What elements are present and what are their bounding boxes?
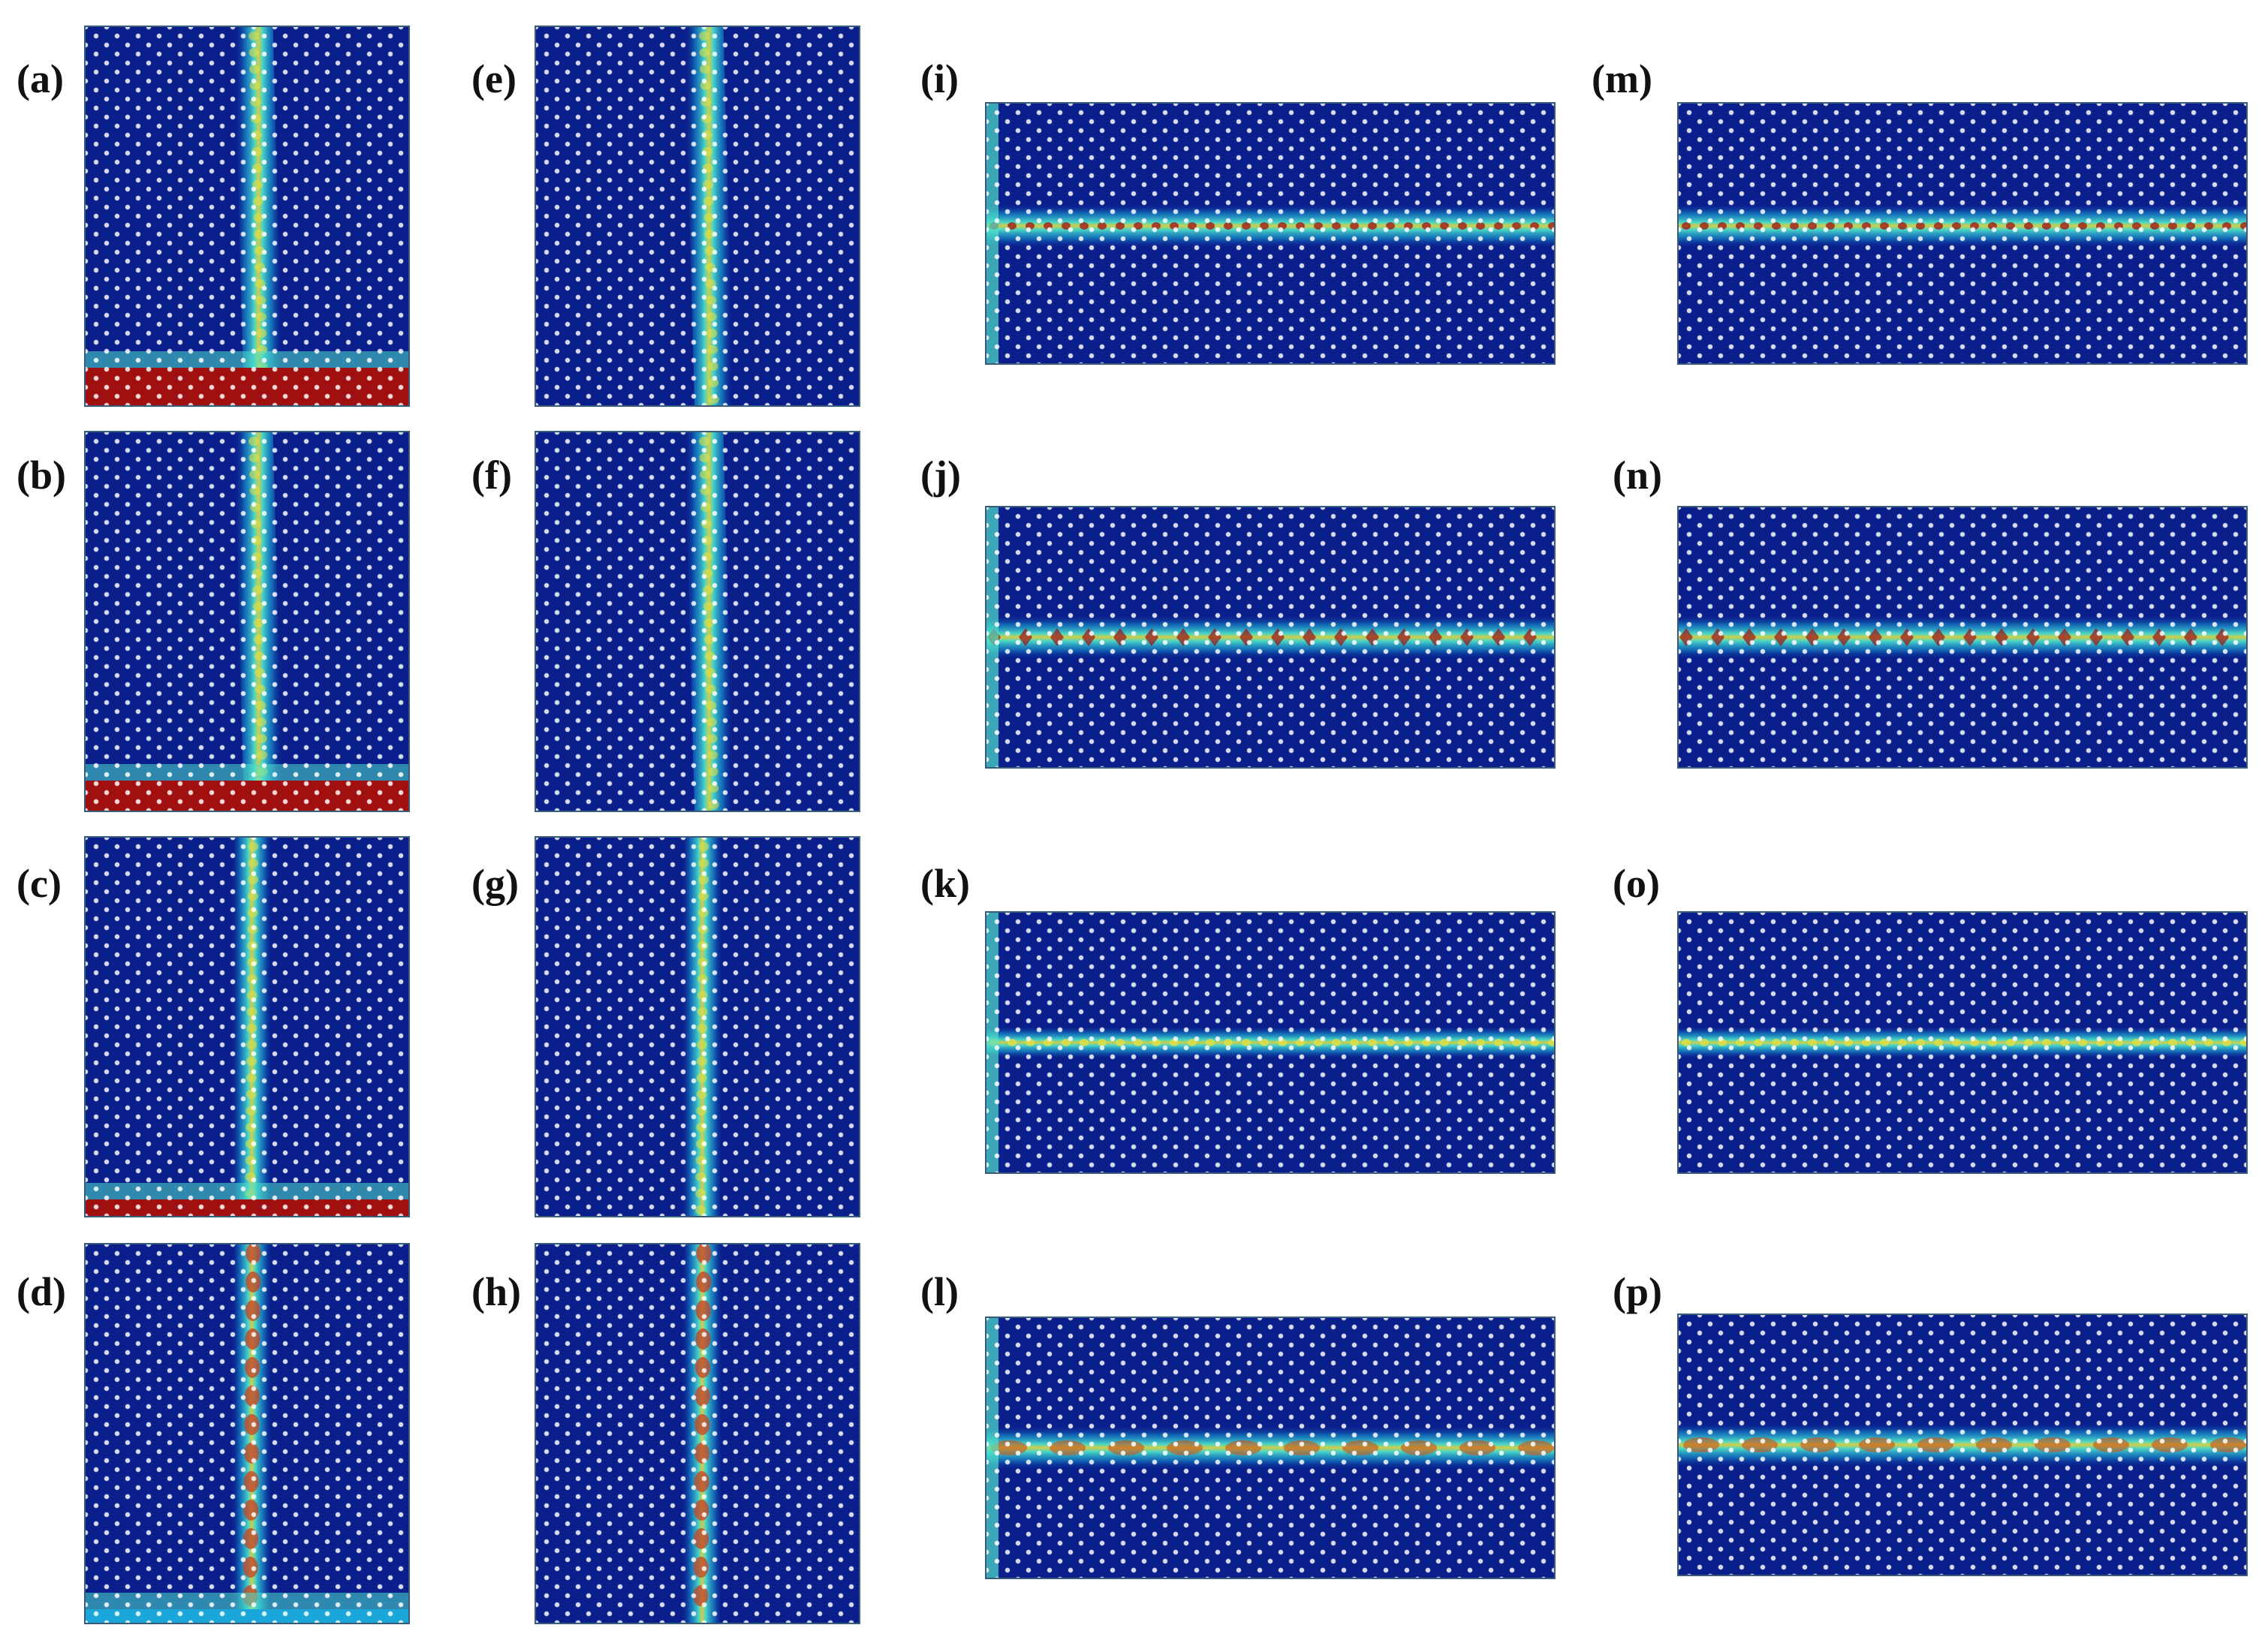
panel-p xyxy=(1677,1313,2248,1576)
panel-n xyxy=(1677,506,2248,769)
panel-label-h: (h) xyxy=(471,1269,521,1314)
panel-label-l: (l) xyxy=(920,1269,959,1314)
panel-label-b: (b) xyxy=(17,453,66,498)
panel-a xyxy=(84,26,410,407)
panel-label-k: (k) xyxy=(920,861,970,906)
photonic-lattice-offset xyxy=(86,432,408,811)
panel-label-p: (p) xyxy=(1613,1269,1662,1314)
panel-e xyxy=(535,26,860,407)
photonic-lattice-offset xyxy=(86,27,408,405)
panel-label-f: (f) xyxy=(471,453,512,498)
panel-d xyxy=(84,1243,410,1624)
photonic-lattice-offset xyxy=(86,838,408,1216)
panel-label-c: (c) xyxy=(17,861,62,906)
panel-i xyxy=(985,102,1556,365)
photonic-lattice-offset xyxy=(1679,507,2246,767)
photonic-lattice-offset xyxy=(536,1244,859,1623)
photonic-lattice-offset xyxy=(1679,1315,2246,1575)
panel-k xyxy=(985,911,1556,1174)
panel-label-i: (i) xyxy=(920,56,959,101)
panel-label-m: (m) xyxy=(1592,56,1652,101)
panel-label-o: (o) xyxy=(1613,861,1660,906)
photonic-lattice-offset xyxy=(1679,913,2246,1172)
photonic-lattice-offset xyxy=(986,913,1554,1172)
photonic-lattice-offset xyxy=(1679,104,2246,363)
photonic-lattice-offset xyxy=(986,507,1554,767)
panel-h xyxy=(535,1243,860,1624)
panel-label-j: (j) xyxy=(920,453,961,498)
panel-label-g: (g) xyxy=(471,861,519,906)
photonic-lattice-offset xyxy=(536,432,859,811)
panel-label-n: (n) xyxy=(1613,453,1662,498)
photonic-lattice-offset xyxy=(86,1244,408,1623)
photonic-lattice-offset xyxy=(536,838,859,1216)
panel-o xyxy=(1677,911,2248,1174)
panel-j xyxy=(985,506,1556,769)
panel-label-e: (e) xyxy=(471,56,517,101)
panel-label-a: (a) xyxy=(17,56,64,101)
panel-f xyxy=(535,431,860,812)
panel-c xyxy=(84,836,410,1217)
photonic-lattice-offset xyxy=(536,27,859,405)
panel-l xyxy=(985,1316,1556,1579)
panel-m xyxy=(1677,102,2248,365)
panel-label-d: (d) xyxy=(17,1269,66,1314)
photonic-lattice-offset xyxy=(986,104,1554,363)
photonic-lattice-offset xyxy=(986,1318,1554,1578)
panel-g xyxy=(535,836,860,1217)
panel-b xyxy=(84,431,410,812)
